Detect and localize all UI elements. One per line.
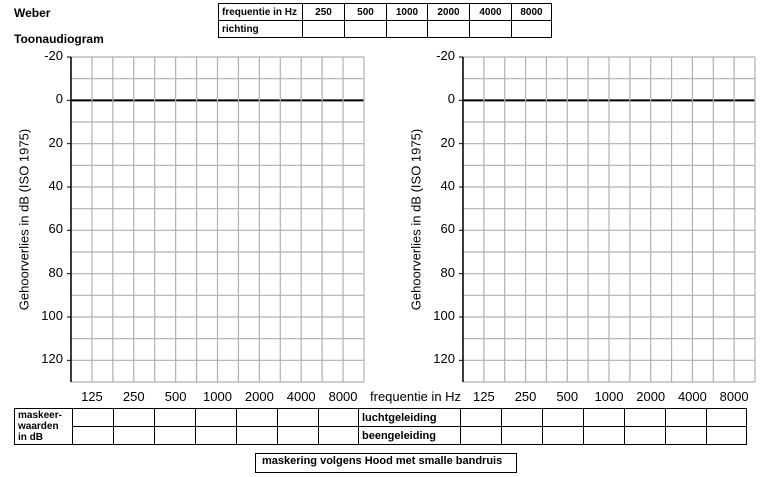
y-tick-label: 0 — [55, 91, 63, 107]
mask-cell[interactable] — [542, 408, 584, 427]
page-title: Toonaudiogram — [14, 32, 104, 46]
y-tick-label: 100 — [41, 308, 63, 323]
mask-cell[interactable] — [501, 408, 543, 427]
bone-conduction-label: beengeleiding — [358, 426, 461, 445]
y-tick-label: 60 — [440, 221, 455, 237]
y-tick-label: 80 — [48, 264, 63, 280]
mask-cell[interactable] — [318, 408, 359, 427]
mask-cell[interactable] — [460, 426, 502, 445]
y-tick-label: 0 — [447, 91, 455, 107]
y-tick-label: 120 — [41, 351, 63, 367]
y-tick-label: 40 — [440, 178, 455, 193]
mask-cell[interactable] — [583, 408, 625, 427]
y-tick-label: 40 — [48, 178, 63, 193]
y-tick-label: 60 — [48, 221, 63, 237]
mask-cell[interactable] — [624, 426, 666, 445]
mask-cell[interactable] — [624, 408, 666, 427]
x-axis-label: frequentie in Hz — [370, 389, 462, 404]
mask-cell[interactable] — [195, 408, 237, 427]
mask-cell[interactable] — [72, 426, 114, 445]
mask-cell[interactable] — [277, 408, 319, 427]
mask-cell[interactable] — [706, 408, 747, 427]
y-axis-label: Gehoorverlies in dB (ISO 1975) — [408, 128, 424, 310]
x-tick-label: 250 — [514, 389, 537, 404]
y-tick-label: 100 — [433, 308, 455, 323]
y-tick-label: 20 — [440, 134, 455, 150]
mask-cell[interactable] — [706, 426, 747, 445]
mask-cell[interactable] — [154, 426, 196, 445]
mask-cell[interactable] — [113, 426, 155, 445]
x-tick-label: 250 — [122, 389, 145, 404]
mask-cell[interactable] — [72, 408, 114, 427]
x-tick-label: 125 — [472, 389, 495, 404]
mask-cell[interactable] — [277, 426, 319, 445]
mask-cell[interactable] — [195, 426, 237, 445]
mask-cell[interactable] — [460, 408, 502, 427]
mask-cell[interactable] — [236, 408, 278, 427]
x-tick-label: 2000 — [636, 389, 666, 404]
x-tick-label: 4000 — [286, 389, 316, 404]
mask-cell[interactable] — [542, 426, 584, 445]
x-tick-label: 1000 — [203, 389, 232, 404]
weber-label: Weber — [14, 6, 51, 20]
mask-cell[interactable] — [154, 408, 196, 427]
y-tick-label: 120 — [433, 351, 455, 367]
mask-cell[interactable] — [318, 426, 359, 445]
x-tick-label: 4000 — [677, 389, 707, 404]
y-tick-label: -20 — [44, 48, 63, 63]
y-tick-label: -20 — [436, 48, 455, 63]
x-tick-label: 125 — [81, 389, 103, 404]
masking-note: maskering volgens Hood met smalle bandru… — [255, 453, 517, 473]
y-tick-label: 80 — [440, 264, 455, 280]
air-conduction-label: luchtgeleiding — [358, 408, 461, 427]
mask-cell[interactable] — [501, 426, 543, 445]
mask-cell[interactable] — [665, 408, 707, 427]
x-tick-label: 500 — [556, 389, 579, 404]
masking-table: maskeer- waarden in dB luchtgeleiding be… — [14, 408, 747, 445]
frequency-direction-table: frequentie in Hz 250 500 1000 2000 4000 … — [218, 3, 552, 38]
mask-cell[interactable] — [113, 408, 155, 427]
masking-values-label: maskeer- waarden in dB — [14, 408, 73, 445]
x-tick-label: 8000 — [719, 389, 749, 404]
mask-cell[interactable] — [665, 426, 707, 445]
direction-cell[interactable] — [511, 20, 552, 38]
x-tick-label: 500 — [164, 389, 187, 404]
mask-cell[interactable] — [236, 426, 278, 445]
x-tick-label: 8000 — [328, 389, 358, 404]
x-tick-label: 2000 — [244, 389, 274, 404]
x-tick-label: 1000 — [594, 389, 624, 404]
mask-cell[interactable] — [583, 426, 625, 445]
y-tick-label: 20 — [48, 134, 63, 150]
